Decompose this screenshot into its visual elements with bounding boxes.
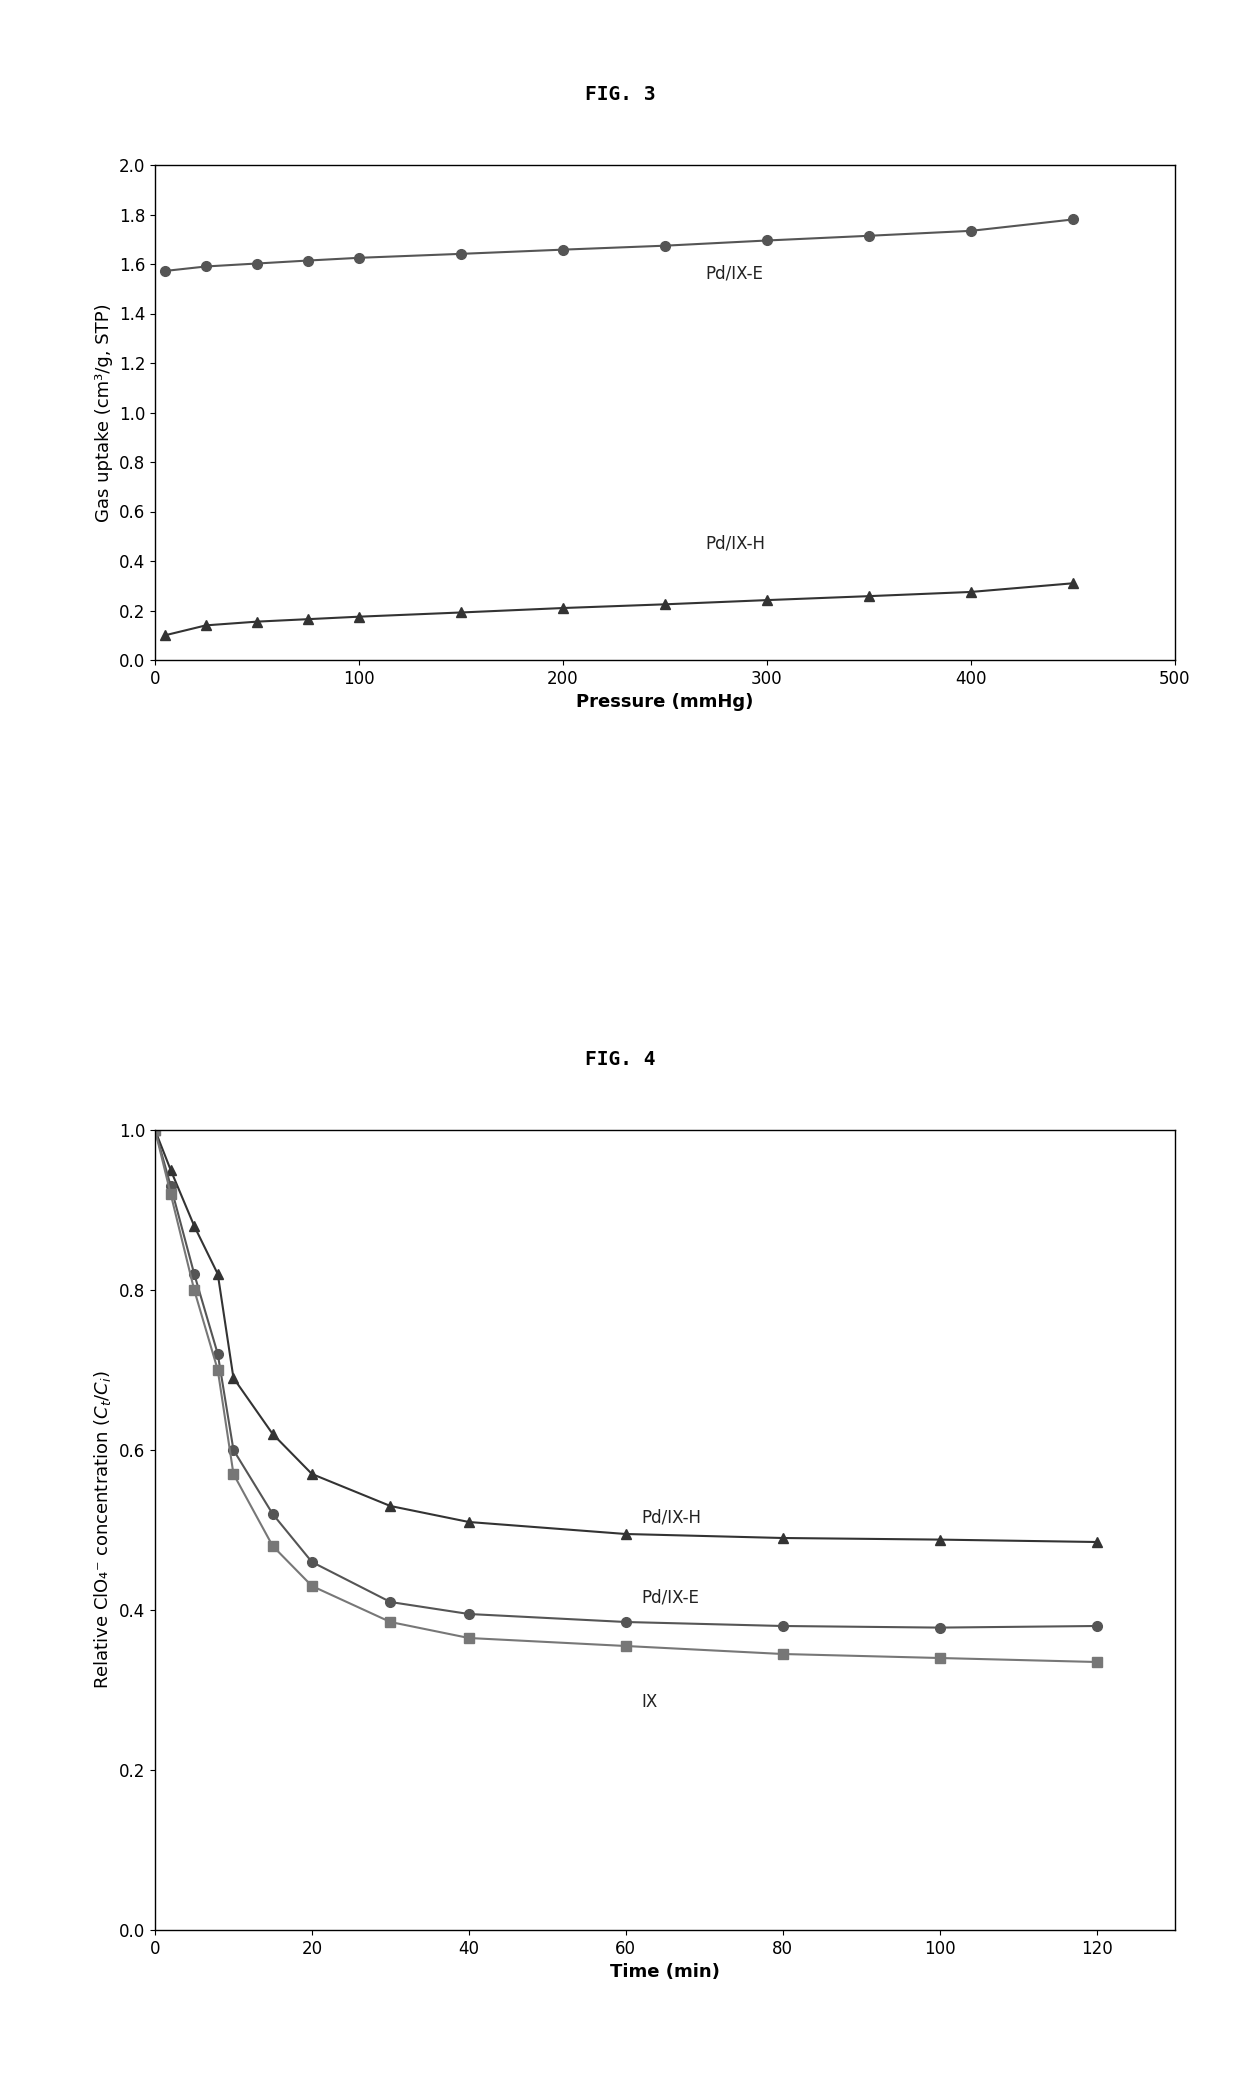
Text: FIG. 4: FIG. 4 <box>585 1049 655 1068</box>
Text: Pd/IX-E: Pd/IX-E <box>641 1590 699 1606</box>
Text: IX: IX <box>641 1694 657 1710</box>
Text: Pd/IX-H: Pd/IX-H <box>706 534 766 553</box>
Text: Pd/IX-E: Pd/IX-E <box>706 264 764 283</box>
Y-axis label: Relative ClO₄⁻ concentration ($C_t$/$C_i$): Relative ClO₄⁻ concentration ($C_t$/$C_i… <box>92 1371 113 1689</box>
Y-axis label: Gas uptake (cm³/g, STP): Gas uptake (cm³/g, STP) <box>95 303 113 522</box>
X-axis label: Time (min): Time (min) <box>610 1964 720 1980</box>
Text: Pd/IX-H: Pd/IX-H <box>641 1509 702 1527</box>
Text: FIG. 3: FIG. 3 <box>585 85 655 104</box>
X-axis label: Pressure (mmHg): Pressure (mmHg) <box>577 694 754 711</box>
